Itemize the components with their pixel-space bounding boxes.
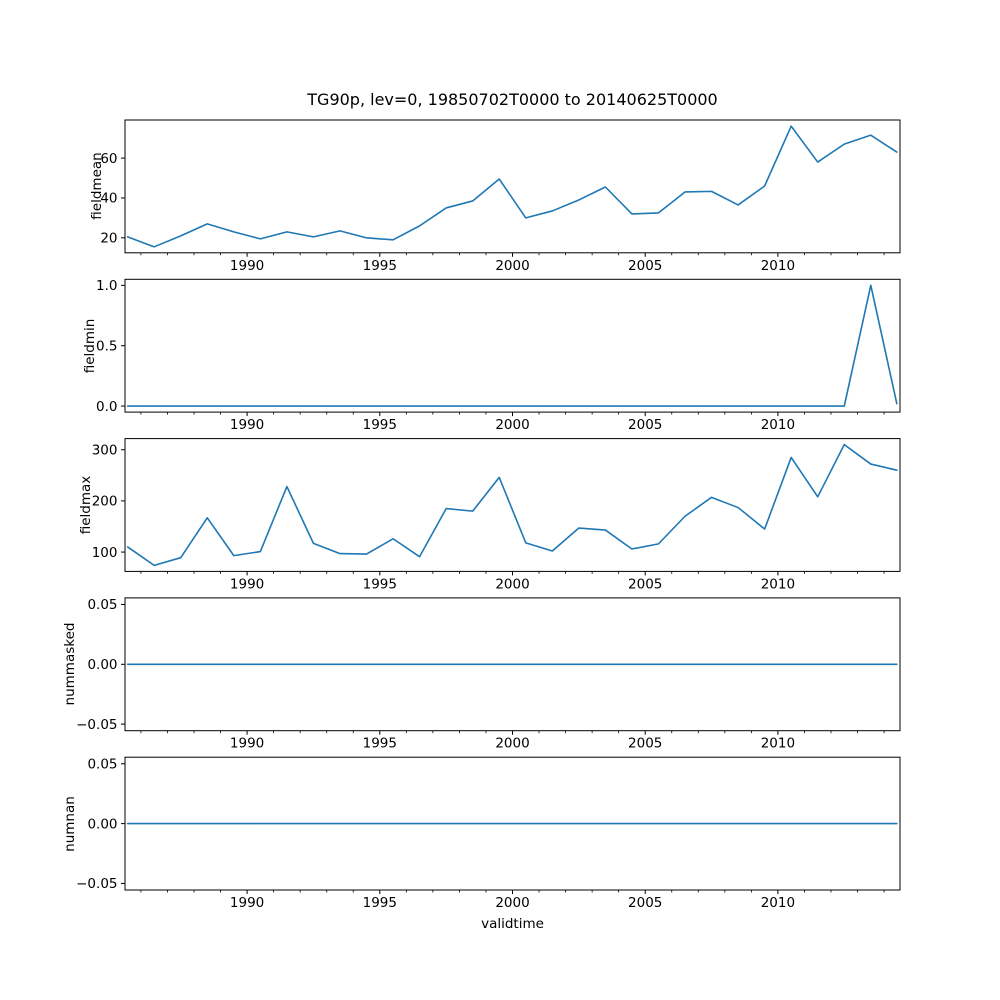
panel-fieldmean: 1990 1995 2000 2005 2010 20 40 60 xyxy=(100,119,901,274)
y-tick-label: 100 xyxy=(92,545,118,561)
x-tick-label: 2010 xyxy=(761,576,795,592)
y-tick-label: −0.05 xyxy=(76,717,117,733)
x-tick-label: 2005 xyxy=(628,736,662,752)
x-tick-label: 1995 xyxy=(363,895,397,911)
chart-title: TG90p, lev=0, 19850702T0000 to 20140625T… xyxy=(307,90,718,109)
x-tick-label: 2000 xyxy=(495,417,529,433)
x-tick-label: 2005 xyxy=(628,895,662,911)
y-tick-label: 40 xyxy=(100,191,117,207)
x-tick-label: 1990 xyxy=(230,895,264,911)
x-tick-label: 1990 xyxy=(230,417,264,433)
x-axis-label: validtime xyxy=(481,916,544,932)
fieldmean-line xyxy=(126,125,898,248)
fieldmin-line xyxy=(126,284,898,407)
x-tick-label: 2005 xyxy=(628,576,662,592)
panel-fieldmin: 1990 1995 2000 2005 2010 0.0 0.5 1.0 xyxy=(96,278,901,433)
x-tick-label: 1995 xyxy=(363,576,397,592)
x-tick-label: 1995 xyxy=(363,258,397,274)
y-tick-label: 300 xyxy=(92,442,118,458)
y-tick-label: 0.00 xyxy=(87,816,117,832)
y-axis-label-fieldmin: fieldmin xyxy=(82,318,98,374)
y-axis-label-nummasked: nummasked xyxy=(62,622,78,706)
y-tick-label: 200 xyxy=(92,494,118,510)
panel-numnan: 1990 1995 2000 2005 2010 −0.05 0.00 0.05 xyxy=(76,756,901,911)
x-tick-label: 2010 xyxy=(761,258,795,274)
x-tick-label: 2000 xyxy=(495,258,529,274)
axes-frame-fieldmax xyxy=(124,438,901,572)
y-axis-label-fieldmax: fieldmax xyxy=(78,475,94,535)
panel-nummasked: 1990 1995 2000 2005 2010 −0.05 0.00 0.05 xyxy=(76,597,901,752)
x-tick-label: 2010 xyxy=(761,895,795,911)
y-tick-label: 20 xyxy=(100,231,117,247)
x-tick-label: 2000 xyxy=(495,736,529,752)
x-tick-label: 1995 xyxy=(363,736,397,752)
x-tick-label: 2005 xyxy=(628,258,662,274)
x-tick-label: 1990 xyxy=(230,576,264,592)
x-tick-label: 2010 xyxy=(761,736,795,752)
x-tick-label: 2010 xyxy=(761,417,795,433)
y-tick-label: 0.00 xyxy=(87,657,117,673)
x-tick-label: 1995 xyxy=(363,417,397,433)
x-tick-label: 2000 xyxy=(495,576,529,592)
x-tick-label: 2005 xyxy=(628,417,662,433)
x-tick-label: 1990 xyxy=(230,736,264,752)
x-tick-label: 2000 xyxy=(495,895,529,911)
y-tick-label: −0.05 xyxy=(76,876,117,892)
axes-frame-fieldmean xyxy=(124,119,901,254)
x-tick-label: 1990 xyxy=(230,258,264,274)
y-tick-label: 0.0 xyxy=(96,399,117,415)
fieldmax-line xyxy=(126,443,898,567)
y-tick-label: 1.0 xyxy=(96,278,117,294)
y-axis-label-fieldmean: fieldmean xyxy=(89,152,105,220)
panel-fieldmax: 1990 1995 2000 2005 2010 100 200 300 xyxy=(92,438,901,592)
axes-frame-fieldmin xyxy=(124,278,901,413)
y-tick-label: 0.05 xyxy=(87,597,117,613)
y-tick-label: 60 xyxy=(100,151,117,167)
y-tick-label: 0.5 xyxy=(96,338,117,354)
y-axis-label-numnan: numnan xyxy=(62,796,78,852)
y-tick-label: 0.05 xyxy=(87,756,117,772)
